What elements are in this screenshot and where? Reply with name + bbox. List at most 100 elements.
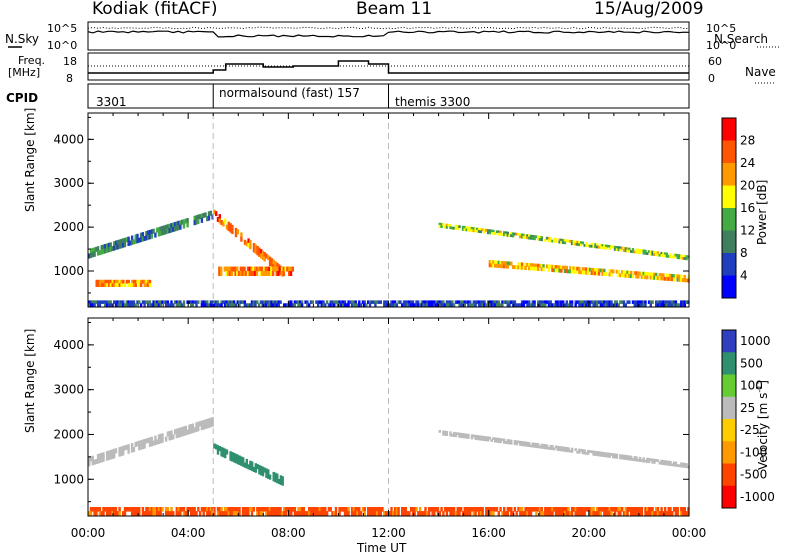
power-cell	[420, 303, 424, 307]
power-cell	[225, 224, 229, 230]
power-cell	[578, 303, 581, 307]
velocity-cell	[234, 453, 238, 459]
power-cell	[563, 265, 567, 270]
power-cell	[406, 303, 409, 307]
power-cell	[388, 303, 391, 307]
power-cell	[545, 264, 549, 269]
velocity-cell	[461, 511, 465, 516]
power-cell	[676, 256, 679, 259]
velocity-cell	[624, 507, 627, 512]
velocity-cell	[486, 436, 490, 440]
power-cell	[95, 246, 98, 252]
date-title: 15/Aug/2009	[594, 0, 704, 19]
power-cell	[147, 234, 150, 240]
velocity-cell	[125, 444, 128, 450]
velocity-cell	[367, 511, 370, 516]
power-cell	[102, 283, 105, 287]
power-cell	[594, 300, 597, 304]
power-cell	[102, 279, 105, 284]
velocity-cell	[436, 511, 440, 516]
velocity-cell	[624, 511, 627, 516]
power-cell	[139, 237, 143, 243]
velocity-cell	[234, 507, 238, 512]
power-cell	[122, 300, 125, 304]
velocity-cell	[481, 511, 484, 516]
velocity-cell	[256, 511, 259, 516]
power-cell	[116, 283, 120, 287]
velocity-cell	[402, 511, 406, 516]
power-cell	[578, 300, 581, 304]
power-cell	[393, 303, 397, 307]
velocity-cell	[327, 507, 331, 512]
power-cell	[558, 268, 561, 273]
power-cell	[202, 303, 205, 307]
power-cell	[669, 273, 672, 278]
velocity-cell	[646, 460, 649, 463]
power-cell	[170, 300, 173, 304]
velocity-cell	[656, 507, 660, 512]
power-cell	[440, 225, 443, 228]
power-cell	[181, 303, 184, 307]
power-cell	[147, 303, 150, 307]
power-cell	[672, 303, 676, 307]
velocity-cell	[241, 511, 245, 516]
power-cell	[497, 232, 500, 236]
power-cell	[225, 271, 228, 276]
velocity-cell	[141, 507, 145, 512]
power-cell	[540, 267, 543, 272]
power-cell	[604, 272, 608, 277]
power-cell	[261, 300, 264, 304]
velocity-cell	[529, 507, 533, 512]
velocity-cell	[474, 437, 477, 440]
power-cell	[553, 240, 556, 243]
power-cell	[252, 300, 255, 304]
power-cell	[129, 303, 132, 307]
power-cell	[315, 300, 318, 304]
cpid-mode-1: 3301	[96, 95, 127, 109]
velocity-cell	[562, 511, 565, 516]
power-cell	[170, 223, 173, 229]
velocity-cell	[204, 419, 207, 425]
power-cell	[166, 224, 170, 230]
velocity-cell	[222, 447, 225, 453]
velocity-cell	[660, 507, 663, 512]
power-cell	[147, 300, 150, 304]
velocity-cell	[300, 507, 304, 512]
power-cell	[511, 232, 515, 236]
power-cell	[506, 261, 509, 266]
power-cell	[354, 300, 357, 304]
power-cell	[506, 264, 509, 269]
velocity-cell	[191, 507, 195, 512]
velocity-cell	[551, 511, 554, 516]
power-cell	[202, 212, 205, 218]
power-cell	[311, 300, 314, 304]
power-cell	[613, 303, 617, 307]
velocity-cell	[567, 507, 570, 512]
velocity-cell	[674, 507, 678, 512]
velocity-cell	[191, 423, 195, 429]
velocity-cell	[390, 507, 393, 512]
power-cell	[141, 279, 145, 284]
power-colorbar-segment	[722, 230, 736, 254]
velocity-cell	[130, 511, 134, 516]
velocity-cell	[681, 511, 685, 516]
velocity-cell	[510, 439, 513, 443]
power-cell	[497, 300, 500, 304]
velocity-colorbar-segment	[722, 396, 736, 420]
power-cell	[96, 250, 100, 256]
power-cell	[563, 239, 567, 242]
velocity-cell	[132, 446, 136, 452]
velocity-cell	[240, 456, 243, 462]
power-cell	[182, 223, 186, 229]
power-cell	[529, 266, 533, 271]
power-cell	[130, 303, 134, 307]
power-cell	[354, 303, 357, 307]
power-cell	[358, 300, 361, 304]
velocity-cell	[231, 452, 234, 458]
velocity-cell	[519, 443, 522, 446]
velocity-cell	[383, 511, 386, 516]
freq-trace	[88, 60, 689, 74]
velocity-cell	[477, 435, 481, 439]
power-cell	[554, 268, 558, 273]
power-cell	[565, 265, 568, 270]
